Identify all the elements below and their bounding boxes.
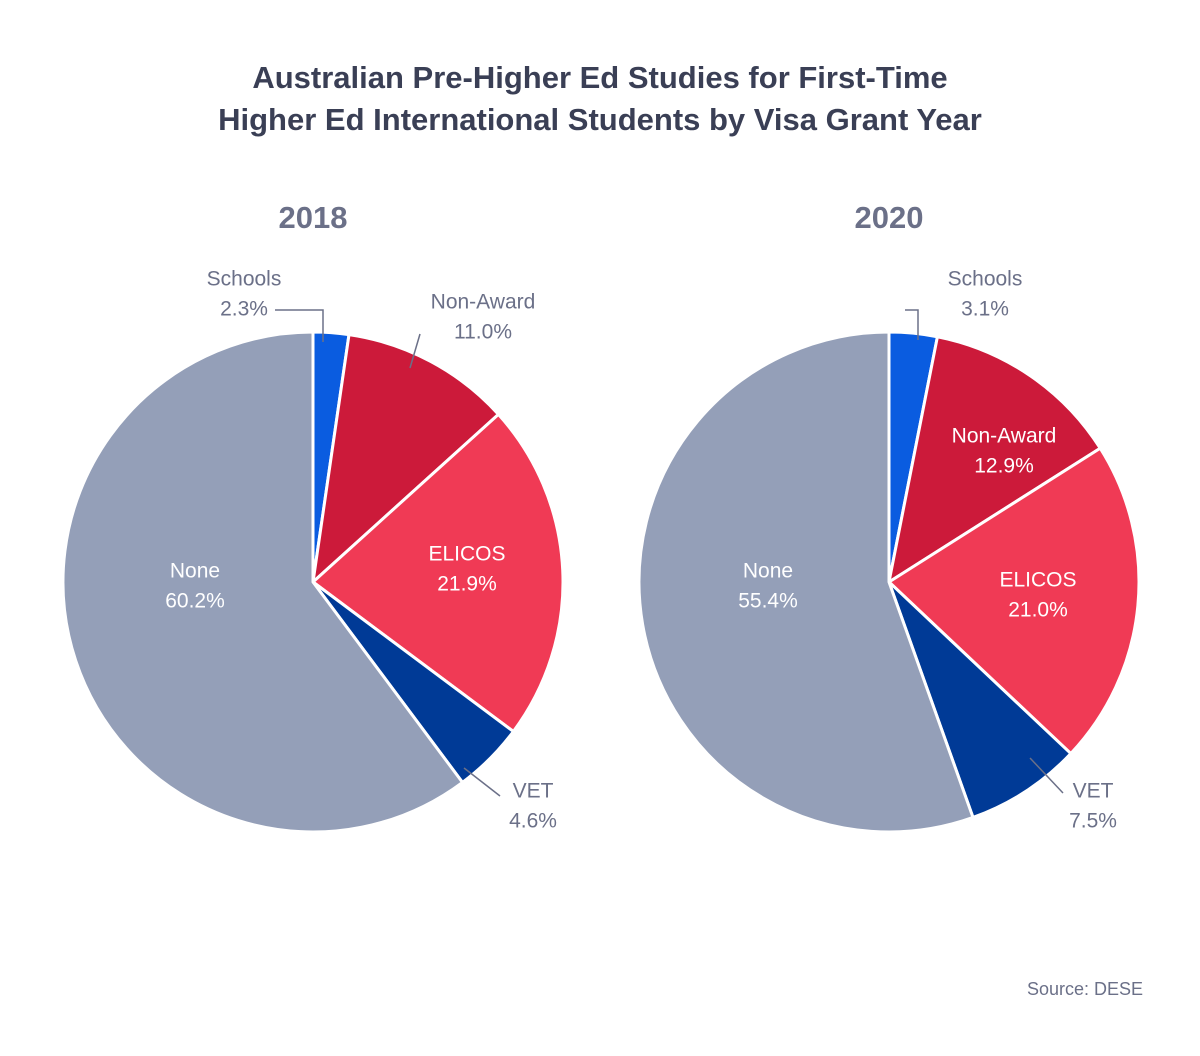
slice-value-label: 60.2% [165, 590, 225, 613]
pie-title: 2020 [855, 200, 924, 235]
slice-value-label: 21.9% [437, 573, 497, 596]
pie-slice [311, 333, 500, 584]
leader-line [463, 767, 501, 797]
slice-label: VET [1073, 780, 1114, 803]
chart-title: Higher Ed International Students by Visa… [218, 102, 982, 137]
pie-slice [887, 335, 1102, 584]
slice-label: Non-Award [952, 425, 1057, 448]
slice-label: Schools [948, 268, 1023, 291]
leader-line [409, 333, 421, 369]
slice-value-label: 2.3% [220, 298, 268, 321]
slice-value-label: 11.0% [454, 321, 512, 344]
pie-slice [887, 446, 1141, 756]
leader-line [1029, 757, 1064, 794]
leader-line [905, 309, 919, 340]
slice-value-label: 55.4% [738, 590, 798, 613]
source: Source: DESE [1027, 979, 1143, 999]
slice-label: ELICOS [428, 543, 505, 566]
slice-label: Non-Award [431, 291, 536, 314]
slice-value-label: 12.9% [974, 455, 1034, 478]
leader-line [275, 309, 324, 342]
slice-value-label: 7.5% [1069, 810, 1117, 833]
slice-label: Schools [207, 268, 282, 291]
slice-label: None [170, 560, 220, 583]
chart-title: Australian Pre-Higher Ed Studies for Fir… [252, 60, 947, 95]
slice-value-label: 3.1% [961, 298, 1009, 321]
slice-label: ELICOS [999, 569, 1076, 592]
pie-slice [887, 580, 1073, 819]
pie-slice [61, 330, 464, 834]
slice-value-label: 21.0% [1008, 599, 1068, 622]
slice-label: None [743, 560, 793, 583]
slice-value-label: 4.6% [509, 810, 557, 833]
pie-title: 2018 [279, 200, 348, 235]
pie-slice [311, 412, 565, 733]
slice-label: VET [513, 780, 554, 803]
pie-slice [637, 330, 975, 834]
